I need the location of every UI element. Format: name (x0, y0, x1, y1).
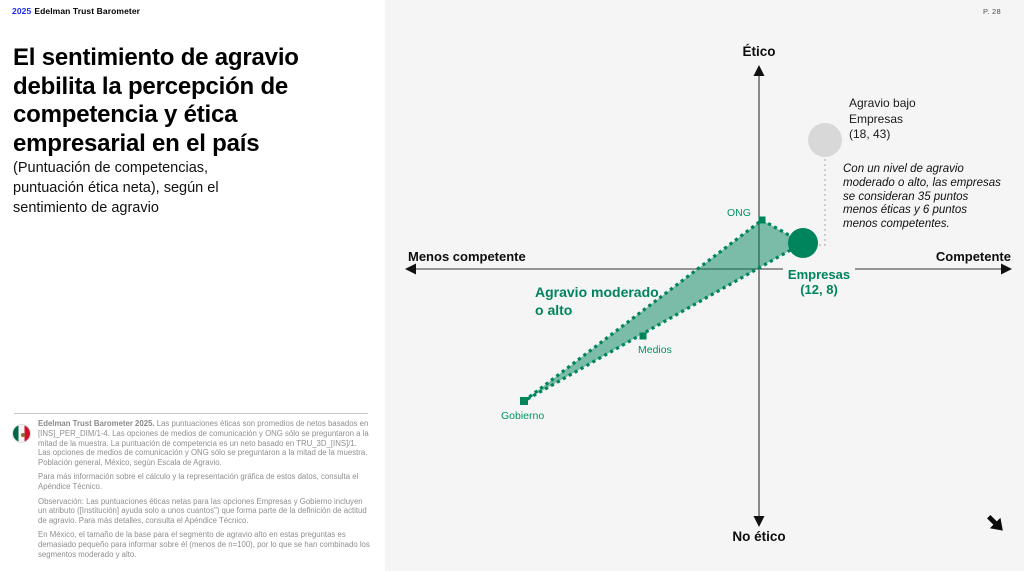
axis-label-etico: Ético (742, 44, 776, 59)
footnote-source-bold: Edelman Trust Barometer 2025. (38, 419, 155, 428)
x-axis-arrow-right-icon (1001, 263, 1012, 275)
chart-annotation: Con un nivel de agravio moderado o alto,… (843, 163, 1001, 231)
label-ong: ONG (727, 207, 751, 219)
medios-marker (639, 332, 647, 340)
footnote-source-text: Las puntuaciones éticas son promedios de… (38, 419, 369, 468)
y-axis-arrow-up-icon (753, 65, 765, 76)
footnote-paragraph: En México, el tamaño de la base para el … (38, 530, 370, 560)
left-panel: 2025 Edelman Trust Barometer El sentimien… (0, 0, 385, 571)
quadrant-chart-graphic (405, 65, 1012, 527)
footnote-paragraph: Observación: Las puntuaciones éticas net… (38, 496, 367, 526)
x-axis-arrow-left-icon (405, 263, 416, 275)
green-point-empresas-agravio-moderado (788, 228, 818, 258)
page-title: El sentimiento de agravio debilita la pe… (13, 44, 299, 157)
footnote-paragraph: Edelman Trust Barometer 2025. Las puntua… (38, 419, 371, 468)
label-agravio-moderado: Agravio moderado o alto (535, 284, 659, 318)
ong-marker (758, 216, 766, 224)
chart-panel: P. 28 Ético No ético Menos competente (385, 0, 1024, 571)
grievance-wedge (522, 218, 805, 403)
brand-name: Edelman Trust Barometer (34, 6, 141, 16)
label-empresas-12-8: Empresas (12, 8) (783, 266, 855, 298)
brand-year: 2025 (12, 6, 32, 16)
label-gobierno: Gobierno (501, 410, 545, 422)
axis-label-menos-competente: Menos competente (408, 249, 526, 264)
axis-label-competente: Competente (935, 249, 1011, 264)
next-slide-arrow-icon[interactable] (983, 511, 1009, 537)
gray-point-empresas-agravio-bajo (808, 123, 842, 157)
connector-dotted-line (815, 159, 826, 246)
label-agravio-bajo-empresas: Agravio bajo Empresas (18, 43) (849, 96, 916, 141)
y-axis-arrow-down-icon (753, 516, 765, 527)
page-number: P. 28 (982, 7, 1001, 16)
page-subtitle: (Puntuación de competencias, puntuación … (13, 160, 219, 216)
mexico-flag-icon (12, 424, 31, 443)
brand-logo: 2025 Edelman Trust Barometer (12, 6, 140, 16)
gobierno-marker (520, 397, 528, 405)
footnote-divider (14, 413, 368, 414)
axis-label-no-etico: No ético (732, 529, 786, 544)
label-medios: Medios (638, 344, 672, 356)
footnotes: Edelman Trust Barometer 2025. Las puntua… (38, 419, 371, 564)
footnote-paragraph: Para más información sobre el cálculo y … (38, 472, 359, 492)
